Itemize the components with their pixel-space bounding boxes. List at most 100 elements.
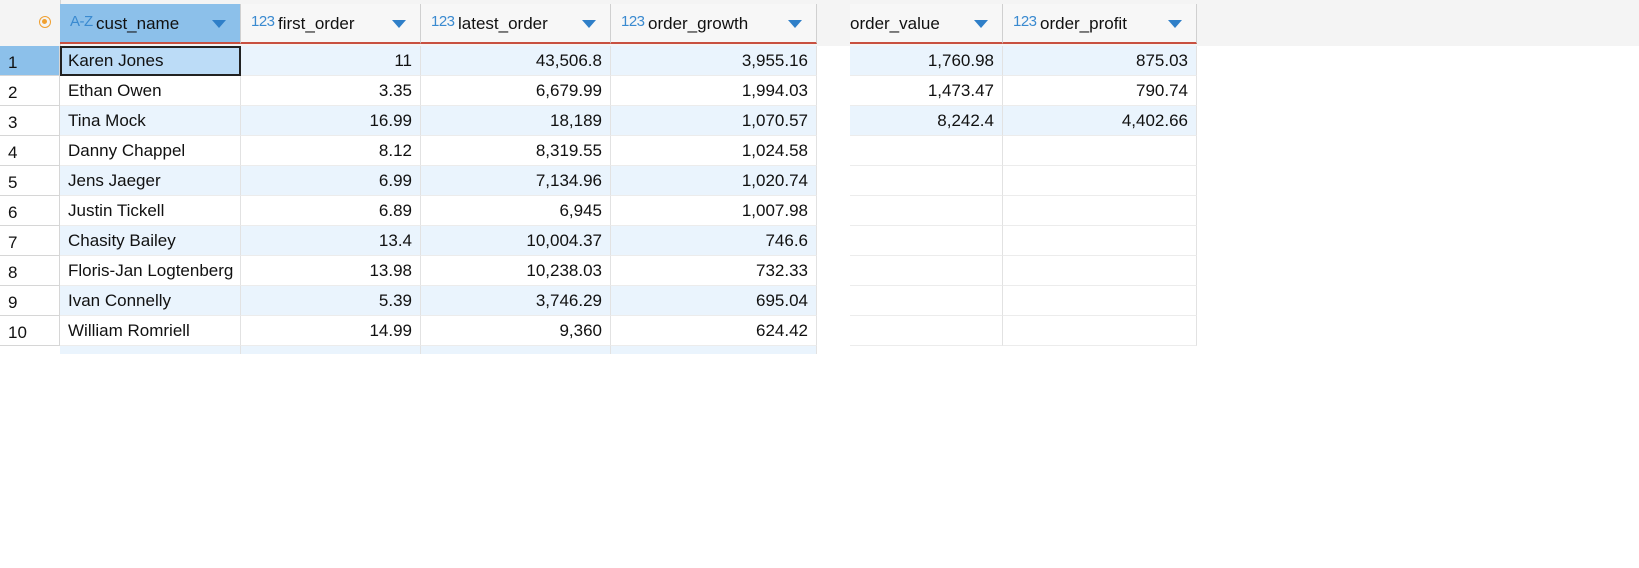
cell-order-growth[interactable]: 1,024.58	[611, 136, 817, 166]
cell-order-growth[interactable]: 1,020.74	[611, 166, 817, 196]
cell-latest-order[interactable]: 7,134.96	[421, 166, 611, 196]
row-number[interactable]: 10	[0, 316, 60, 346]
chevron-down-icon[interactable]	[974, 20, 988, 28]
column-header-latest-order[interactable]: 123 latest_order	[421, 4, 611, 44]
chevron-down-icon[interactable]	[582, 20, 596, 28]
cell-order-profit[interactable]	[1003, 166, 1197, 196]
row-number[interactable]: 7	[0, 226, 60, 256]
cell-order-growth[interactable]: 695.04	[611, 286, 817, 316]
column-header-order-growth[interactable]: 123 order_growth	[611, 4, 817, 44]
column-header-first-order[interactable]: 123 first_order	[241, 4, 421, 44]
row-number[interactable]: 2	[0, 76, 60, 106]
cell-order-profit[interactable]	[1003, 136, 1197, 166]
column-header-order-value[interactable]: order_value	[850, 4, 1003, 44]
row-number[interactable]: 6	[0, 196, 60, 226]
cell-cust-name[interactable]: Justin Tickell	[60, 196, 241, 226]
cell-latest-order[interactable]: 6,945	[421, 196, 611, 226]
table-row[interactable]: 6 Justin Tickell 6.89 6,945 1,007.98	[0, 196, 1639, 226]
column-header-cust-name[interactable]: A-Z cust_name	[60, 4, 241, 44]
chevron-down-icon[interactable]	[1168, 20, 1182, 28]
cell-order-value[interactable]	[850, 226, 1003, 256]
cell-cust-name[interactable]: William Romriell	[60, 316, 241, 346]
cell-first-order[interactable]: 6.99	[241, 166, 421, 196]
table-row[interactable]: 1 Karen Jones 11 43,506.8 3,955.16 1,760.98 87…	[0, 46, 1639, 76]
cell-order-profit[interactable]	[1003, 286, 1197, 316]
cell-first-order[interactable]: 14.99	[241, 316, 421, 346]
chevron-down-icon[interactable]	[392, 20, 406, 28]
cell-cust-name[interactable]: Ivan Connelly	[60, 286, 241, 316]
cell-latest-order[interactable]: 18,189	[421, 106, 611, 136]
table-row[interactable]: 9 Ivan Connelly 5.39 3,746.29 695.04	[0, 286, 1639, 316]
cell-first-order[interactable]: 5.39	[241, 286, 421, 316]
cell-order-value[interactable]	[850, 136, 1003, 166]
row-number[interactable]: 4	[0, 136, 60, 166]
cell-latest-order[interactable]: 8,319.55	[421, 136, 611, 166]
row-number[interactable]: 8	[0, 256, 60, 286]
cell-order-value[interactable]: 8,242.4	[850, 106, 1003, 136]
cell-order-value[interactable]: 1,473.47	[850, 76, 1003, 106]
cell-first-order[interactable]: 8.12	[241, 136, 421, 166]
cell-first-order[interactable]: 13.98	[241, 256, 421, 286]
grid-corner[interactable]	[0, 0, 61, 46]
result-grid: A-Z cust_name 123 first_order 123 latest_orde…	[0, 0, 1639, 356]
cell-cust-name[interactable]: Jens Jaeger	[60, 166, 241, 196]
cell-order-profit[interactable]	[1003, 316, 1197, 346]
text-type-icon: A-Z	[70, 13, 93, 30]
table-row[interactable]: 7 Chasity Bailey 13.4 10,004.37 746.6	[0, 226, 1639, 256]
cell-order-growth[interactable]: 732.33	[611, 256, 817, 286]
table-row[interactable]: 8 Floris-Jan Logtenberg 13.98 10,238.03 732.…	[0, 256, 1639, 286]
cell-order-value[interactable]	[850, 316, 1003, 346]
cell-latest-order[interactable]: 6,679.99	[421, 76, 611, 106]
cell-order-value[interactable]	[850, 256, 1003, 286]
row-number[interactable]: 9	[0, 286, 60, 316]
cell-order-profit[interactable]: 790.74	[1003, 76, 1197, 106]
partial-cell	[611, 346, 817, 354]
cell-first-order[interactable]: 3.35	[241, 76, 421, 106]
table-row[interactable]: 5 Jens Jaeger 6.99 7,134.96 1,020.74	[0, 166, 1639, 196]
row-number[interactable]: 5	[0, 166, 60, 196]
cell-order-profit[interactable]	[1003, 196, 1197, 226]
cell-first-order[interactable]: 11	[241, 46, 421, 76]
cell-latest-order[interactable]: 10,238.03	[421, 256, 611, 286]
cell-order-growth[interactable]: 1,994.03	[611, 76, 817, 106]
cell-order-profit[interactable]	[1003, 256, 1197, 286]
cell-latest-order[interactable]: 9,360	[421, 316, 611, 346]
column-header-label: order_growth	[648, 14, 749, 33]
cell-order-profit[interactable]	[1003, 226, 1197, 256]
chevron-down-icon[interactable]	[788, 20, 802, 28]
cell-order-profit[interactable]: 875.03	[1003, 46, 1197, 76]
cell-first-order[interactable]: 13.4	[241, 226, 421, 256]
chevron-down-icon[interactable]	[212, 20, 226, 28]
cell-order-profit[interactable]: 4,402.66	[1003, 106, 1197, 136]
cell-order-value[interactable]	[850, 196, 1003, 226]
partial-cell	[421, 346, 611, 354]
cell-order-growth[interactable]: 3,955.16	[611, 46, 817, 76]
cell-cust-name[interactable]: Chasity Bailey	[60, 226, 241, 256]
cell-cust-name[interactable]: Ethan Owen	[60, 76, 241, 106]
cell-order-growth[interactable]: 746.6	[611, 226, 817, 256]
cell-first-order[interactable]: 6.89	[241, 196, 421, 226]
cell-order-growth[interactable]: 624.42	[611, 316, 817, 346]
cell-cust-name[interactable]: Tina Mock	[60, 106, 241, 136]
cell-order-value[interactable]	[850, 286, 1003, 316]
table-row[interactable]: 2 Ethan Owen 3.35 6,679.99 1,994.03 1,473.47 7…	[0, 76, 1639, 106]
column-header-label: latest_order	[458, 14, 548, 33]
cell-order-value[interactable]	[850, 166, 1003, 196]
cell-cust-name[interactable]: Karen Jones	[60, 46, 241, 76]
cell-order-growth[interactable]: 1,070.57	[611, 106, 817, 136]
column-gap	[818, 46, 850, 356]
cell-order-value[interactable]: 1,760.98	[850, 46, 1003, 76]
cell-latest-order[interactable]: 3,746.29	[421, 286, 611, 316]
table-row[interactable]: 3 Tina Mock 16.99 18,189 1,070.57 8,242.4 4,40…	[0, 106, 1639, 136]
row-number[interactable]: 3	[0, 106, 60, 136]
cell-latest-order[interactable]: 43,506.8	[421, 46, 611, 76]
cell-first-order[interactable]: 16.99	[241, 106, 421, 136]
cell-cust-name[interactable]: Floris-Jan Logtenberg	[60, 256, 241, 286]
cell-latest-order[interactable]: 10,004.37	[421, 226, 611, 256]
row-number[interactable]: 1	[0, 46, 60, 76]
column-header-order-profit[interactable]: 123 order_profit	[1003, 4, 1197, 44]
cell-cust-name[interactable]: Danny Chappel	[60, 136, 241, 166]
cell-order-growth[interactable]: 1,007.98	[611, 196, 817, 226]
table-row[interactable]: 10 William Romriell 14.99 9,360 624.42	[0, 316, 1639, 346]
table-row[interactable]: 4 Danny Chappel 8.12 8,319.55 1,024.58	[0, 136, 1639, 166]
